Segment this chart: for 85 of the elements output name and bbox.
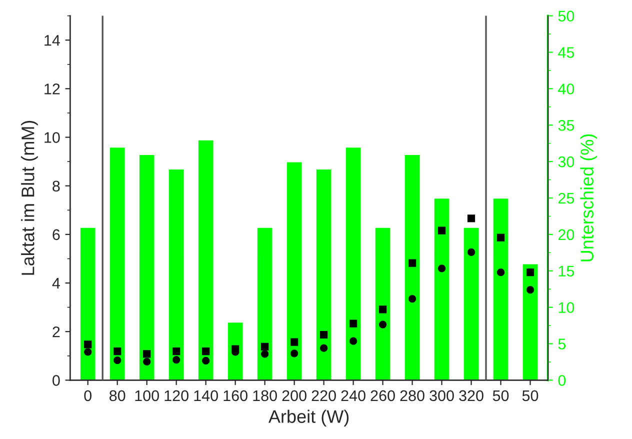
point bbox=[84, 340, 92, 348]
x-tick-label: 220 bbox=[312, 390, 336, 402]
y-tick-label: 6 bbox=[52, 229, 60, 240]
bar bbox=[197, 138, 215, 380]
x-tick-label: 320 bbox=[459, 390, 484, 402]
y2-tick-label: 5 bbox=[558, 338, 566, 350]
bar bbox=[285, 160, 304, 380]
y-tick-label: 12 bbox=[44, 84, 60, 94]
x-tick-label: 50 bbox=[492, 390, 509, 402]
y-tick-label: 4 bbox=[52, 278, 60, 289]
point bbox=[408, 294, 416, 303]
bar bbox=[462, 226, 480, 380]
bar bbox=[314, 168, 333, 380]
bar bbox=[344, 146, 362, 380]
y2-tick-label: 35 bbox=[558, 120, 574, 131]
x-tick-label: 120 bbox=[164, 390, 188, 402]
point bbox=[408, 259, 416, 267]
point bbox=[290, 338, 298, 346]
y2-tick-label: 45 bbox=[558, 47, 574, 58]
y2-tick-label: 30 bbox=[558, 156, 574, 168]
point bbox=[320, 344, 328, 352]
y2-tick-label: 10 bbox=[558, 302, 574, 313]
y2-tick-label: 50 bbox=[558, 10, 574, 22]
y-tick-label: 0 bbox=[52, 375, 60, 386]
y2-axis-title: Unterschied (%) bbox=[580, 134, 598, 262]
point bbox=[467, 248, 476, 256]
point bbox=[496, 268, 505, 276]
point bbox=[114, 347, 122, 356]
point bbox=[438, 226, 446, 234]
x-tick-label: 300 bbox=[430, 390, 454, 402]
point bbox=[378, 320, 387, 328]
y-tick-label: 8 bbox=[52, 180, 60, 192]
point bbox=[467, 214, 476, 222]
point bbox=[261, 350, 269, 358]
x-tick-label: 260 bbox=[370, 390, 395, 402]
y2-tick-label: 25 bbox=[558, 192, 574, 204]
point bbox=[143, 350, 151, 358]
x-tick-label: 240 bbox=[341, 390, 366, 402]
point bbox=[114, 356, 122, 364]
point bbox=[526, 268, 534, 276]
y-tick-label: 14 bbox=[44, 35, 60, 46]
y-tick-label: 2 bbox=[52, 326, 60, 338]
x-tick-label: 0 bbox=[84, 390, 92, 402]
bar bbox=[138, 154, 156, 380]
x-tick-label: 80 bbox=[110, 390, 126, 402]
bar bbox=[256, 226, 274, 380]
point bbox=[349, 337, 358, 345]
x-tick-label: 100 bbox=[135, 390, 159, 402]
point bbox=[438, 264, 446, 272]
point bbox=[84, 348, 92, 356]
bar bbox=[432, 197, 451, 380]
point bbox=[202, 356, 210, 365]
point bbox=[378, 306, 387, 314]
bar bbox=[374, 226, 392, 380]
y-tick-label: 10 bbox=[44, 132, 60, 143]
y2-tick-label: 20 bbox=[558, 229, 574, 240]
point bbox=[290, 350, 298, 358]
y2-tick-label: 0 bbox=[558, 375, 566, 386]
point bbox=[349, 320, 358, 328]
bar bbox=[403, 154, 422, 380]
point bbox=[496, 234, 505, 242]
bar bbox=[108, 146, 126, 380]
point bbox=[143, 358, 151, 366]
x-axis-title: Arbeit (W) bbox=[268, 410, 349, 427]
x-tick-label: 160 bbox=[224, 390, 248, 402]
bar bbox=[79, 226, 97, 380]
x-tick-label: 50 bbox=[522, 390, 538, 402]
x-tick-label: 140 bbox=[194, 390, 218, 402]
point bbox=[261, 342, 269, 350]
x-tick-label: 280 bbox=[400, 390, 424, 402]
point bbox=[172, 356, 180, 364]
y2-tick-label: 15 bbox=[558, 266, 574, 277]
bar bbox=[226, 321, 244, 380]
bar bbox=[492, 197, 510, 380]
x-tick-label: 180 bbox=[253, 390, 277, 402]
bar bbox=[168, 168, 186, 380]
point bbox=[172, 347, 180, 356]
point bbox=[526, 286, 534, 294]
y2-tick-label: 40 bbox=[558, 84, 574, 94]
y-axis-title: Laktat im Blut (mM) bbox=[21, 120, 38, 275]
point bbox=[320, 330, 328, 339]
x-tick-label: 200 bbox=[282, 390, 306, 402]
point bbox=[232, 345, 240, 353]
bar bbox=[521, 262, 540, 380]
point bbox=[202, 347, 210, 356]
